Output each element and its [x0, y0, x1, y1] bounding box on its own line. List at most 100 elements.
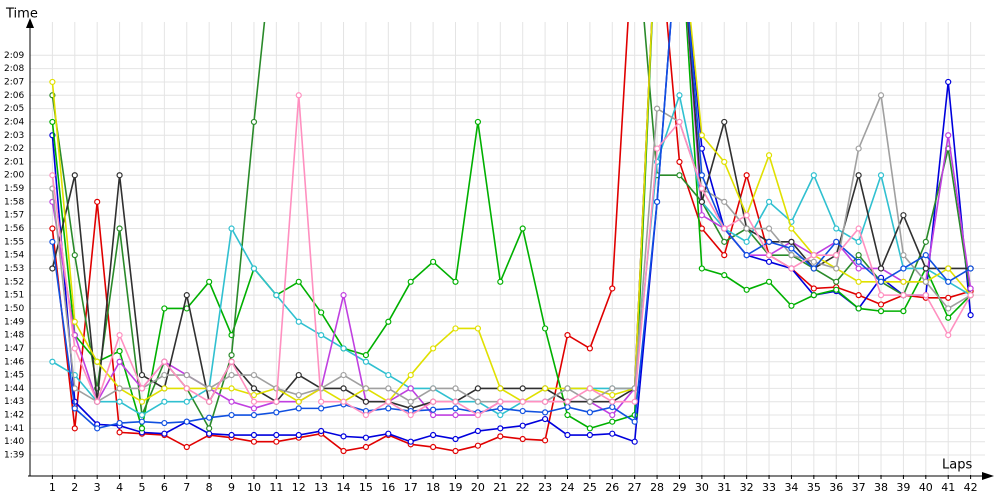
- point: [71, 172, 78, 179]
- x-tick-label: 34: [784, 481, 798, 494]
- point: [138, 418, 146, 425]
- y-tick-label: 1:48: [4, 331, 24, 341]
- point: [161, 419, 168, 427]
- point: [183, 443, 190, 451]
- x-tick-label: 18: [426, 481, 440, 494]
- point: [49, 265, 56, 272]
- x-axis-title: Laps: [942, 458, 972, 473]
- point: [430, 258, 437, 265]
- point: [609, 385, 616, 392]
- point: [609, 391, 616, 399]
- point: [474, 325, 482, 332]
- point: [206, 385, 213, 392]
- point: [362, 358, 370, 365]
- y-axis-title: Time: [5, 7, 38, 22]
- series-line: [51, 22, 972, 403]
- point: [161, 430, 168, 437]
- point: [183, 371, 190, 379]
- point: [206, 430, 213, 437]
- x-arrow: [982, 472, 994, 480]
- y-tick-label: 2:07: [4, 77, 24, 87]
- point: [698, 172, 705, 179]
- point: [945, 132, 952, 139]
- point: [765, 278, 773, 285]
- y-tick-label: 2:00: [4, 171, 24, 181]
- point: [721, 238, 728, 245]
- x-tick-label: 22: [516, 481, 530, 494]
- point: [900, 212, 907, 219]
- x-tick-label: 14: [337, 481, 351, 494]
- point: [609, 430, 616, 437]
- point: [273, 409, 280, 416]
- point: [407, 438, 414, 445]
- point: [698, 185, 705, 192]
- point: [833, 265, 840, 272]
- point: [161, 305, 168, 312]
- point: [340, 398, 347, 405]
- point: [452, 405, 459, 412]
- x-tick-label: 19: [449, 481, 463, 494]
- point: [497, 398, 504, 405]
- point: [250, 398, 258, 405]
- point: [250, 265, 258, 272]
- point: [765, 225, 773, 232]
- point: [676, 172, 683, 179]
- point: [295, 318, 302, 325]
- x-tick-label: 8: [206, 481, 213, 494]
- point: [945, 265, 952, 272]
- y-tick-label: 2:05: [4, 104, 24, 114]
- point: [519, 435, 526, 443]
- point: [362, 351, 370, 359]
- point: [877, 172, 885, 179]
- point: [721, 272, 728, 279]
- point: [609, 398, 616, 405]
- y-tick-label: 1:45: [4, 371, 24, 381]
- point: [474, 398, 482, 405]
- point: [430, 385, 437, 392]
- point: [765, 198, 773, 205]
- point: [452, 435, 459, 443]
- point: [49, 172, 56, 179]
- point: [564, 431, 571, 439]
- x-tick-label: 13: [314, 481, 328, 494]
- point: [765, 258, 773, 265]
- point: [385, 398, 392, 405]
- point: [183, 418, 190, 425]
- point: [183, 398, 190, 405]
- point: [877, 301, 885, 308]
- point: [855, 145, 862, 152]
- point: [609, 285, 616, 292]
- y-tick-label: 2:02: [4, 144, 24, 154]
- point: [138, 425, 146, 432]
- y-tick-label: 1:57: [4, 211, 24, 221]
- x-tick-label: 36: [829, 481, 843, 494]
- point: [71, 425, 78, 432]
- point: [452, 411, 459, 419]
- point: [340, 447, 347, 455]
- point: [743, 286, 750, 293]
- point: [833, 286, 840, 293]
- point: [228, 385, 235, 392]
- x-tick-label: 24: [560, 481, 574, 494]
- point: [765, 152, 773, 159]
- point: [609, 403, 616, 411]
- series-line: [51, 22, 972, 430]
- point: [564, 403, 571, 411]
- point: [295, 405, 302, 412]
- point: [721, 118, 728, 126]
- point: [385, 405, 392, 412]
- y-tick-label: 2:09: [4, 51, 24, 61]
- point: [967, 265, 974, 272]
- point: [721, 225, 728, 232]
- point: [721, 198, 728, 205]
- y-tick-label: 1:39: [4, 451, 24, 461]
- point: [788, 225, 795, 232]
- point: [743, 252, 750, 259]
- y-tick-label: 2:03: [4, 131, 24, 141]
- point: [743, 172, 750, 179]
- x-tick-label: 15: [359, 481, 373, 494]
- point: [833, 225, 840, 232]
- point: [407, 278, 414, 285]
- point: [250, 118, 258, 126]
